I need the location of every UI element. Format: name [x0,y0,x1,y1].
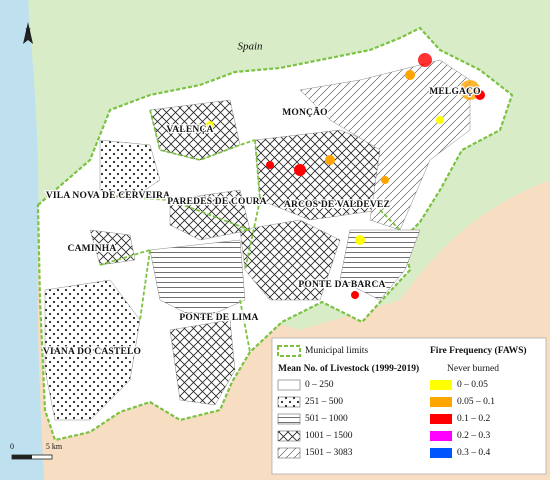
municipality-label: PONTE DA BARCA [298,280,385,290]
legend-label: 0.05 – 0.1 [457,397,495,407]
fire-spots [206,53,485,299]
area-horiz [339,229,421,301]
legend-swatch [430,414,452,424]
legend-label: 0.2 – 0.3 [457,431,491,441]
north-arrow: N [23,22,33,44]
country-label: Spain [237,41,263,53]
municipality-label: PONTE DE LIMA [179,313,258,323]
legend-label: 1501 – 3083 [305,448,353,458]
area-diag [299,59,471,231]
legend-label: 1001 – 1500 [305,431,353,441]
legend-swatch [277,447,301,459]
area-cross [169,319,236,406]
scale-bar: 0 5 km [10,442,63,460]
legend-label: 0.1 – 0.2 [457,414,491,424]
legend-boundary: Municipal limits [305,346,368,356]
municipality-label: VILA NOVA DE CERVEIRA [46,191,170,201]
area-dots [44,279,141,421]
legend-label: 251 – 500 [305,397,343,407]
area-cross [89,229,136,266]
area-horiz [149,239,246,321]
municipality-label: MONÇÃO [282,106,328,118]
legend-label: 501 – 1000 [305,414,348,424]
legend-label: 0 – 250 [305,380,334,390]
legend-title: Mean No. of Livestock (1999-2019) [278,363,419,374]
legend-swatch [430,448,452,458]
municipality-label: VALENÇA [166,125,213,135]
legend-label: 0 – 0.05 [457,380,488,390]
municipality-label: MELGAÇO [429,87,481,97]
legend: Municipal limits Mean No. of Livestock (… [271,337,547,475]
municipal-limit [89,109,401,353]
legend-label: 0.3 – 0.4 [457,448,491,458]
legend-swatch [430,397,452,407]
legend-label: Never burned [447,364,499,374]
municipality-label: VIANA DO CASTELO [43,347,141,357]
north-label: N [25,27,31,36]
legend-swatch [277,430,301,442]
municipality-label: ARCOS DE VALDEVEZ [284,200,390,210]
scale-label: 0 [10,442,14,451]
legend-swatch [277,396,301,408]
sea [0,0,44,480]
legend-swatch [430,380,452,390]
legend-swatch [430,431,452,441]
legend-swatch [277,413,301,425]
legend-title: Fire Frequency (FAWS) [430,345,527,356]
legend-swatch [277,379,301,391]
scale-label: 5 km [46,442,63,451]
area-dots [99,139,161,201]
municipality-label: PAREDES DE COURA [167,197,267,207]
municipality-label: CAMINHA [68,244,117,254]
area-cross [239,219,341,301]
